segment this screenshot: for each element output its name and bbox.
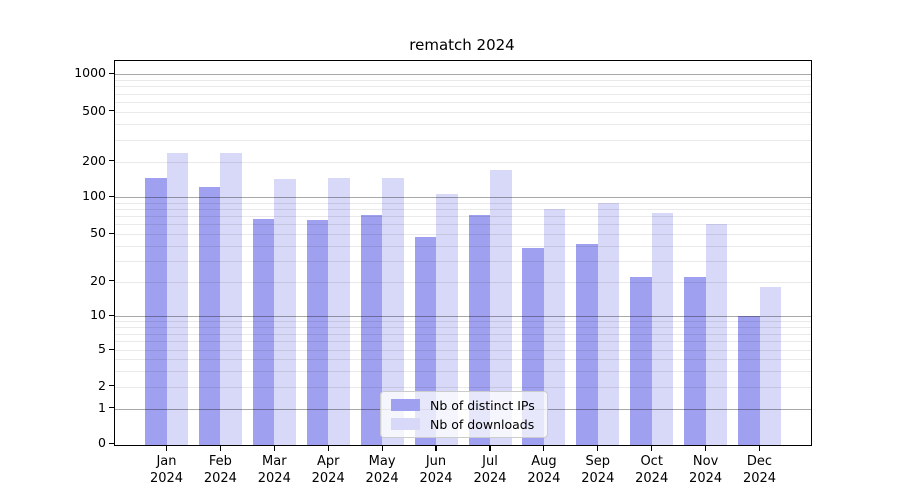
x-tick-label-apr-2024: Apr 2024 <box>311 454 345 486</box>
x-tick-mark <box>327 446 329 452</box>
x-tick-mark <box>219 446 221 452</box>
bar-nb-of-downloads-jan-2024 <box>166 152 188 445</box>
y-tick-label-20: 20 <box>90 272 106 288</box>
x-tick-mark <box>758 446 761 452</box>
bar-nb-of-distinct-ips-feb-2024 <box>198 187 221 445</box>
bar-nb-of-downloads-nov-2024 <box>705 224 728 445</box>
x-tick-mark <box>597 446 599 452</box>
plot-area <box>114 60 812 446</box>
y-tick-mark <box>109 407 114 409</box>
bar-nb-of-downloads-sep-2024 <box>597 202 620 445</box>
bar-nb-of-downloads-jun-2024 <box>436 193 458 445</box>
minor-gridline-400 <box>115 123 811 125</box>
x-tick-mark <box>543 446 545 452</box>
bar-nb-of-downloads-feb-2024 <box>220 152 242 445</box>
bar-nb-of-distinct-ips-apr-2024 <box>306 220 329 445</box>
y-tick-label-200: 200 <box>82 152 106 168</box>
y-tick-mark <box>109 110 114 112</box>
x-tick-mark <box>273 446 275 452</box>
x-tick-label-oct-2024: Oct 2024 <box>635 454 669 486</box>
bar-nb-of-distinct-ips-sep-2024 <box>576 244 598 445</box>
y-tick-mark <box>109 72 114 74</box>
x-tick-mark <box>435 446 437 452</box>
bar-nb-of-distinct-ips-jan-2024 <box>145 177 167 445</box>
x-tick-label-may-2024: May 2024 <box>365 454 399 486</box>
legend: Nb of distinct IPs Nb of downloads <box>380 391 548 438</box>
legend-label-distinct-ips: Nb of distinct IPs <box>430 397 535 413</box>
x-tick-label-nov-2024: Nov 2024 <box>689 454 723 486</box>
legend-item-downloads: Nb of downloads <box>391 416 535 432</box>
x-tick-mark <box>165 446 168 452</box>
y-tick-label-1: 1 <box>98 399 106 415</box>
y-tick-label-5: 5 <box>98 340 106 356</box>
bar-nb-of-downloads-apr-2024 <box>328 178 350 445</box>
x-tick-mark <box>705 446 707 452</box>
bar-nb-of-downloads-oct-2024 <box>651 213 674 445</box>
bar-nb-of-distinct-ips-oct-2024 <box>630 276 652 445</box>
chart-title: rematch 2024 <box>409 36 515 54</box>
minor-gridline-300 <box>115 139 811 141</box>
x-tick-label-mar-2024: Mar 2024 <box>257 454 291 486</box>
legend-item-distinct-ips: Nb of distinct IPs <box>391 397 535 413</box>
bar-nb-of-distinct-ips-nov-2024 <box>684 276 706 445</box>
minor-gridline-200 <box>115 161 811 163</box>
major-gridline-1000 <box>115 74 811 76</box>
y-tick-label-50: 50 <box>90 224 106 240</box>
bar-nb-of-downloads-mar-2024 <box>274 178 296 445</box>
bar-nb-of-downloads-may-2024 <box>382 177 404 445</box>
y-tick-label-1000: 1000 <box>74 65 106 81</box>
x-tick-label-jul-2024: Jul 2024 <box>473 454 507 486</box>
y-tick-mark <box>109 160 114 162</box>
x-tick-label-aug-2024: Aug 2024 <box>527 454 561 486</box>
y-tick-mark <box>109 280 114 282</box>
minor-gridline-900 <box>115 80 811 81</box>
minor-gridline-500 <box>115 111 811 113</box>
bar-nb-of-distinct-ips-jul-2024 <box>468 214 490 445</box>
x-tick-mark <box>381 446 383 452</box>
y-tick-label-100: 100 <box>82 188 106 204</box>
x-tick-label-dec-2024: Dec 2024 <box>742 454 777 486</box>
x-tick-label-jan-2024: Jan 2024 <box>149 454 184 486</box>
y-tick-mark <box>109 385 114 387</box>
x-tick-label-jun-2024: Jun 2024 <box>419 454 453 486</box>
y-tick-mark <box>109 442 114 444</box>
bar-nb-of-distinct-ips-dec-2024 <box>738 316 760 445</box>
bar-nb-of-distinct-ips-may-2024 <box>360 214 383 445</box>
y-tick-label-2: 2 <box>98 377 106 393</box>
bar-nb-of-downloads-aug-2024 <box>543 209 566 445</box>
y-tick-label-500: 500 <box>82 102 106 118</box>
y-tick-label-0: 0 <box>98 435 106 451</box>
minor-gridline-600 <box>115 101 811 103</box>
x-tick-mark <box>651 446 653 452</box>
bar-nb-of-distinct-ips-mar-2024 <box>252 218 275 445</box>
y-tick-label-10: 10 <box>90 306 106 322</box>
bar-nb-of-downloads-jul-2024 <box>490 170 512 445</box>
x-tick-label-sep-2024: Sep 2024 <box>581 454 615 486</box>
y-tick-mark <box>109 314 114 316</box>
y-tick-mark <box>109 232 114 234</box>
x-tick-mark <box>489 446 491 452</box>
bar-nb-of-downloads-dec-2024 <box>759 286 781 445</box>
legend-swatch-distinct-ips <box>391 399 420 411</box>
x-tick-label-feb-2024: Feb 2024 <box>203 454 237 486</box>
legend-swatch-downloads <box>391 418 420 430</box>
minor-gridline-700 <box>115 93 811 95</box>
legend-label-downloads: Nb of downloads <box>430 416 535 432</box>
y-tick-mark <box>109 195 114 197</box>
minor-gridline-800 <box>115 86 811 88</box>
y-tick-mark <box>109 348 114 350</box>
